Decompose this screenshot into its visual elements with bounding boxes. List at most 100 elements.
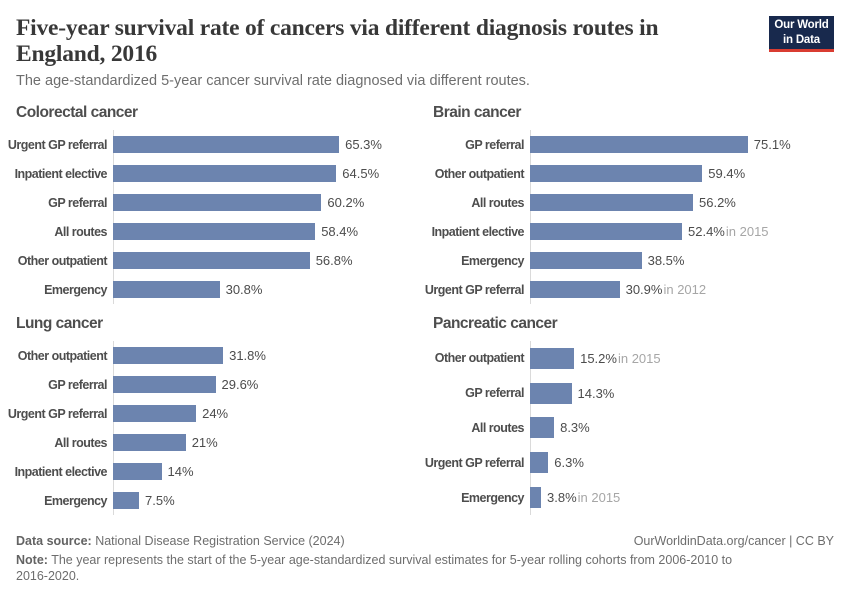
bar-label: Inpatient elective xyxy=(432,217,530,246)
bar-label-text: All routes xyxy=(54,224,107,239)
bar-rect[interactable] xyxy=(530,165,703,182)
bar-rect[interactable] xyxy=(530,382,572,404)
bar-row: Emergency 38.5% xyxy=(433,246,850,275)
bar-label-text: GP referral xyxy=(465,137,524,152)
bar-row: Other outpatient 31.8% xyxy=(16,341,433,370)
bar-label-text: Urgent GP referral xyxy=(424,282,525,297)
footer-note: Note: The year represents the start of t… xyxy=(16,552,751,584)
bar-label: All routes xyxy=(433,411,530,446)
footer-source-line: Data source: National Disease Registrati… xyxy=(16,534,834,548)
bar-label-text: GP referral xyxy=(48,195,107,210)
bar-label-text: Other outpatient xyxy=(17,348,108,363)
bar-label-text: Emergency xyxy=(461,253,524,268)
bar-value: 56.8% xyxy=(315,253,353,268)
bar-rect[interactable] xyxy=(530,347,575,369)
bar-value: 29.6% xyxy=(221,377,259,392)
bar-label-text: All routes xyxy=(471,420,524,435)
bar-rect[interactable] xyxy=(113,463,162,480)
footer-note-text: The year represents the start of the 5-y… xyxy=(16,553,733,583)
bar-row: Other outpatient 59.4% xyxy=(433,159,850,188)
bar-label: Inpatient elective xyxy=(15,159,113,188)
axis-line xyxy=(113,130,114,304)
bar-label: Emergency xyxy=(433,480,530,515)
bar-rect[interactable] xyxy=(530,281,620,298)
bar-rect[interactable] xyxy=(530,417,555,439)
bar-rect[interactable] xyxy=(530,252,642,269)
bar-label: All routes xyxy=(16,428,113,457)
panel-title: Brain cancer xyxy=(433,104,521,121)
bar-label-text: Inpatient elective xyxy=(14,464,108,479)
panel-title: Pancreatic cancer xyxy=(433,315,558,332)
panel-lung-cancer: Lung cancer Other outpatient 31.8% GP refer… xyxy=(8,315,433,515)
bar-rect[interactable] xyxy=(113,194,322,211)
bar-value: 30.9%in 2012 xyxy=(625,282,707,297)
bar-value: 30.8% xyxy=(225,282,263,297)
bar-label-text: Other outpatient xyxy=(434,166,525,181)
bar-label: GP referral xyxy=(16,188,113,217)
bar-row: Other outpatient 56.8% xyxy=(16,246,433,275)
bar-value: 59.4% xyxy=(708,166,746,181)
panel-pancreatic-cancer: Pancreatic cancer Other outpatient 15.2%in… xyxy=(425,315,850,515)
bar-label: Other outpatient xyxy=(16,341,113,370)
bar-row: All routes 8.3% xyxy=(433,411,850,446)
bar-value: 15.2%in 2015 xyxy=(580,350,661,366)
bar-label: All routes xyxy=(433,188,530,217)
bar-row: Urgent GP referral 65.3% xyxy=(8,130,433,159)
panel-title: Colorectal cancer xyxy=(16,104,138,121)
bar-row: GP referral 29.6% xyxy=(16,370,433,399)
bar-rect[interactable] xyxy=(530,136,748,153)
bar-value: 14% xyxy=(167,464,194,479)
bar-value: 31.8% xyxy=(229,348,266,363)
bar-label-text: GP referral xyxy=(48,377,107,392)
bar-row: Emergency 7.5% xyxy=(16,486,433,515)
bar-value: 65.3% xyxy=(345,137,382,152)
bar-label: Emergency xyxy=(16,275,113,304)
panel-plot: Other outpatient 15.2%in 2015 GP referral 1… xyxy=(425,341,850,515)
owid-logo[interactable]: Our World in Data xyxy=(769,16,834,52)
bar-rect[interactable] xyxy=(113,165,337,182)
bar-value: 38.5% xyxy=(647,253,685,268)
bar-label-text: Emergency xyxy=(44,282,107,297)
bar-label: Urgent GP referral xyxy=(425,445,530,480)
bar-rect[interactable] xyxy=(530,452,549,474)
bar-value: 56.2% xyxy=(699,195,736,210)
bar-row: Urgent GP referral 6.3% xyxy=(425,445,850,480)
owid-logo-line2: in Data xyxy=(783,33,820,46)
bar-rect[interactable] xyxy=(530,223,682,240)
bar-value: 3.8%in 2015 xyxy=(547,490,621,506)
bar-value: 75.1% xyxy=(753,137,791,152)
bar-value: 7.5% xyxy=(145,493,175,508)
bar-rect[interactable] xyxy=(113,136,340,153)
bar-rect[interactable] xyxy=(530,194,693,211)
bar-row: Urgent GP referral 30.9%in 2012 xyxy=(425,275,850,304)
bar-row: All routes 56.2% xyxy=(433,188,850,217)
bar-rect[interactable] xyxy=(530,487,541,509)
bar-rect[interactable] xyxy=(113,405,197,422)
bar-row: Inpatient elective 52.4%in 2015 xyxy=(432,217,850,246)
bar-rect[interactable] xyxy=(113,252,310,269)
axis-line xyxy=(113,341,114,515)
bar-value: 24% xyxy=(202,406,229,421)
bar-row: GP referral 14.3% xyxy=(433,376,850,411)
bar-rect[interactable] xyxy=(113,281,220,298)
bar-value: 6.3% xyxy=(554,455,584,471)
bar-rect[interactable] xyxy=(113,492,139,509)
bar-label-text: Other outpatient xyxy=(17,253,108,268)
bar-year-note: in 2015 xyxy=(577,490,621,506)
bar-rect[interactable] xyxy=(113,347,224,364)
footer-credit[interactable]: OurWorldinData.org/cancer | CC BY xyxy=(633,534,834,548)
bar-rect[interactable] xyxy=(113,376,216,393)
bar-label: GP referral xyxy=(433,130,530,159)
bar-row: Other outpatient 15.2%in 2015 xyxy=(433,341,850,376)
bar-label: Urgent GP referral xyxy=(425,275,530,304)
bar-value: 21% xyxy=(191,435,218,450)
bar-value: 52.4%in 2015 xyxy=(688,224,769,239)
footer-source-label: Data source: xyxy=(16,534,92,548)
bar-rect[interactable] xyxy=(113,223,316,240)
panel-title: Lung cancer xyxy=(16,315,103,332)
bar-label: Other outpatient xyxy=(433,159,530,188)
bar-label: GP referral xyxy=(16,370,113,399)
owid-logo-line1: Our World xyxy=(774,18,829,31)
bar-row: Emergency 3.8%in 2015 xyxy=(433,480,850,515)
bar-rect[interactable] xyxy=(113,434,186,451)
